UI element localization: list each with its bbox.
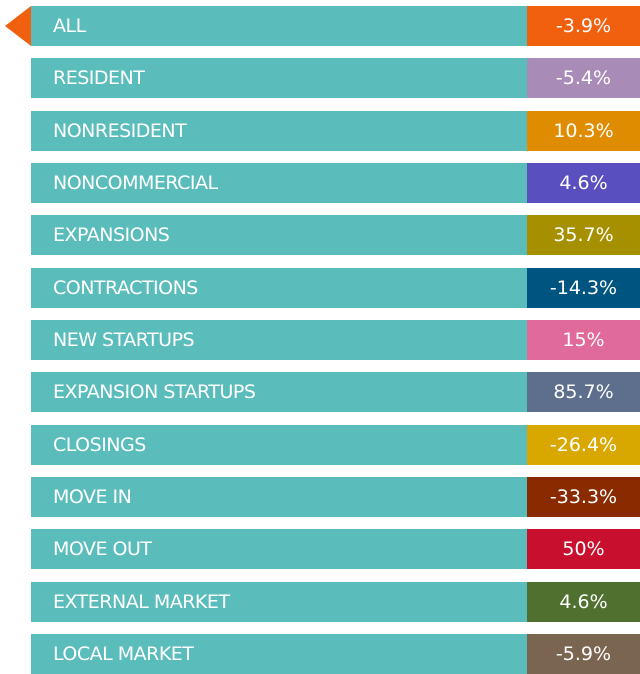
row-value: 15% <box>527 319 640 360</box>
list-row[interactable]: EXTERNAL MARKET 4.6% <box>31 581 640 622</box>
list-row[interactable]: MOVE OUT 50% <box>31 529 640 570</box>
row-label: RESIDENT <box>53 67 145 90</box>
row-value: 85.7% <box>527 372 640 413</box>
row-label: EXTERNAL MARKET <box>53 590 230 613</box>
row-label: EXPANSION STARTUPS <box>53 381 256 404</box>
selection-arrow <box>5 6 31 46</box>
row-label: EXPANSIONS <box>53 224 170 247</box>
row-value: -5.4% <box>527 58 640 99</box>
list-row[interactable]: CLOSINGS -26.4% <box>31 424 640 465</box>
row-value: -5.9% <box>527 633 640 674</box>
row-value: 10.3% <box>527 110 640 151</box>
row-label: NONCOMMERCIAL <box>53 171 218 194</box>
row-value: 4.6% <box>527 162 640 203</box>
list-row[interactable]: NONRESIDENT 10.3% <box>31 110 640 151</box>
row-value: 35.7% <box>527 215 640 256</box>
row-value: 4.6% <box>527 581 640 622</box>
list-row[interactable]: EXPANSIONS 35.7% <box>31 215 640 256</box>
list-row[interactable]: NEW STARTUPS 15% <box>31 319 640 360</box>
row-value: -33.3% <box>527 476 640 517</box>
list-row[interactable]: RESIDENT -5.4% <box>31 58 640 99</box>
row-label: NEW STARTUPS <box>53 328 195 351</box>
list-row[interactable]: CONTRACTIONS -14.3% <box>31 267 640 308</box>
row-value: -3.9% <box>527 6 640 46</box>
row-label: MOVE OUT <box>53 538 152 561</box>
row-label: CLOSINGS <box>53 433 146 456</box>
row-value: -14.3% <box>527 267 640 308</box>
row-label: NONRESIDENT <box>53 119 187 142</box>
list-row[interactable]: ALL -3.9% <box>31 6 640 46</box>
row-label: LOCAL MARKET <box>53 642 194 665</box>
row-label: MOVE IN <box>53 485 132 508</box>
row-label: CONTRACTIONS <box>53 276 198 299</box>
list-row[interactable]: NONCOMMERCIAL 4.6% <box>31 162 640 203</box>
row-label: ALL <box>53 15 86 37</box>
list-row[interactable]: LOCAL MARKET -5.9% <box>31 633 640 674</box>
list-row[interactable]: EXPANSION STARTUPS 85.7% <box>31 372 640 413</box>
list-row[interactable]: MOVE IN -33.3% <box>31 476 640 517</box>
row-value: -26.4% <box>527 424 640 465</box>
row-value: 50% <box>527 529 640 570</box>
